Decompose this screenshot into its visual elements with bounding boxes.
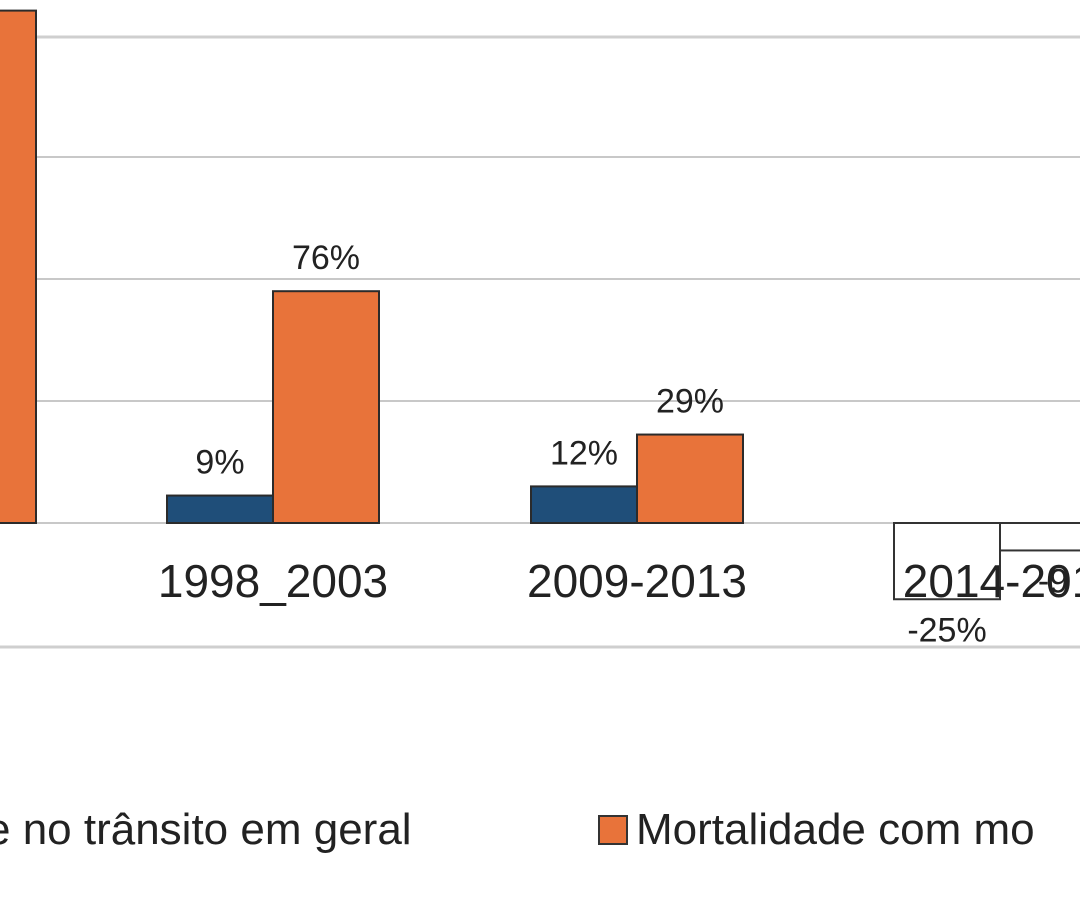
bar-2014-2017-series-2 <box>999 522 1080 552</box>
legend-label-series-2: Mortalidade com mo <box>636 805 1035 854</box>
bar-1998_2003-series-2 <box>272 290 380 525</box>
legend: e no trânsito em geral Mortalidade com m… <box>0 805 1080 875</box>
data-label-1998_2003-series-2: 76% <box>292 239 360 277</box>
legend-item-series-2: Mortalidade com mo <box>598 805 1035 855</box>
bar-1993_1998-series-2 <box>0 9 37 525</box>
category-label-3: 2009-2013 <box>527 555 747 607</box>
data-label-2009-2013-series-1: 12% <box>550 434 618 472</box>
data-label-2014-2017-series-1: -25% <box>907 611 986 649</box>
legend-swatch-series-2 <box>598 815 628 845</box>
bar-1998_2003-series-1 <box>166 494 274 524</box>
bar-2014-2017-series-1 <box>893 522 1001 601</box>
data-label-2014-2017-series-2: -9 <box>1038 562 1068 600</box>
legend-item-series-1: e no trânsito em geral <box>0 805 412 855</box>
category-label-2: 1998_2003 <box>158 555 388 607</box>
data-label-1998_2003-series-1: 9% <box>195 444 244 482</box>
bar-2009-2013-series-2 <box>636 433 744 524</box>
bar-chart: 939%76%1998_200312%29%2009-2013-25%-9201… <box>0 9 1080 649</box>
data-label-2009-2013-series-2: 29% <box>656 383 724 421</box>
bar-2009-2013-series-1 <box>530 485 638 524</box>
category-label-4: 2014-201 <box>903 555 1080 607</box>
legend-label-series-1: e no trânsito em geral <box>0 805 412 854</box>
